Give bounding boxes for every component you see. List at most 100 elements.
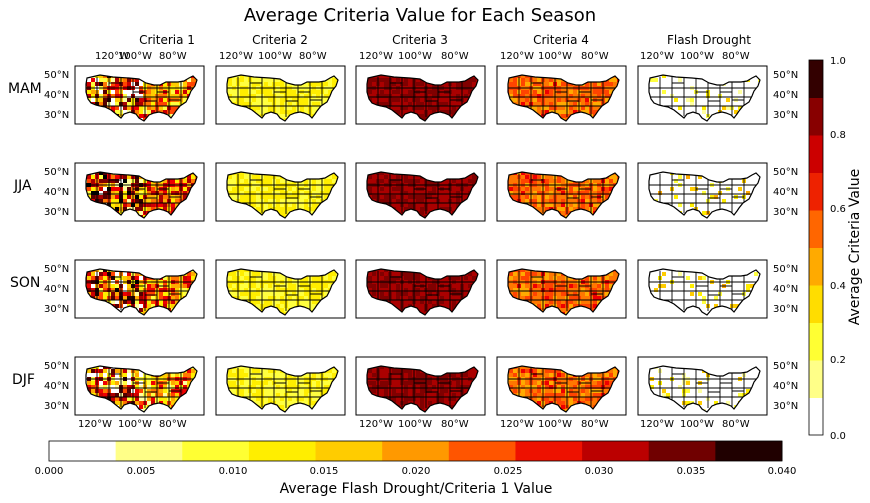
map-cell (674, 272, 678, 276)
map-cell (513, 98, 517, 102)
map-cell (698, 175, 702, 179)
column-header: Criteria 1 (139, 33, 195, 47)
map-cell (187, 276, 191, 280)
map-cell (408, 175, 412, 179)
map-cell (678, 288, 682, 292)
map-cell (698, 191, 702, 195)
map-cell (99, 385, 103, 389)
map-cell (396, 203, 400, 207)
map-cell (561, 203, 565, 207)
map-cell (288, 304, 292, 308)
map-cell (525, 195, 529, 199)
map-cell (593, 296, 597, 300)
map-cell (115, 106, 119, 110)
map-cell (710, 106, 714, 110)
map-cell (99, 195, 103, 199)
map-cell (702, 276, 706, 280)
map-cell (111, 272, 115, 276)
map-cell (396, 207, 400, 211)
map-cell (444, 296, 448, 300)
map-cell (702, 211, 706, 215)
map-cell (468, 175, 472, 179)
map-cell (521, 102, 525, 106)
map-cell (115, 175, 119, 179)
map-cell (533, 203, 537, 207)
us-outline (85, 74, 198, 122)
map-cell (99, 292, 103, 296)
map-cell (662, 94, 666, 98)
map-cell (698, 288, 702, 292)
map-cell (151, 292, 155, 296)
map-cell (171, 373, 175, 377)
map-cell (111, 276, 115, 280)
map-cell (734, 199, 738, 203)
map-cell (404, 304, 408, 308)
map-cell (678, 300, 682, 304)
map-cell (444, 276, 448, 280)
map-cell (127, 272, 131, 276)
map-cell (662, 78, 666, 82)
map-cell (244, 172, 248, 175)
map-cell (159, 397, 163, 401)
map-cell (280, 276, 284, 280)
map-cell (123, 78, 127, 82)
map-cell (509, 272, 513, 276)
map-cell (87, 187, 91, 191)
map-cell (175, 179, 179, 183)
map-cell (698, 110, 702, 114)
map-cell (666, 272, 670, 276)
map-cell (103, 175, 107, 179)
map-cell (654, 272, 658, 276)
map-cell (549, 106, 553, 110)
row-labels: MAM JJA SON DJF (8, 81, 42, 388)
map-cell (115, 207, 119, 211)
map-cell (513, 292, 517, 296)
map-cell (187, 175, 191, 179)
map-cell (581, 199, 585, 203)
map-cell (87, 90, 91, 94)
map-cell (452, 94, 456, 98)
map-cell (509, 94, 513, 98)
map-cell (135, 397, 139, 401)
map-cell (276, 98, 280, 102)
map-cell (300, 300, 304, 304)
map-cell (372, 94, 376, 98)
map-cell (734, 288, 738, 292)
map-cell (232, 94, 236, 98)
us-outline (85, 171, 198, 219)
map-cell (710, 90, 714, 94)
map-cell (304, 296, 308, 300)
map-cell (428, 187, 432, 191)
map-cell (666, 90, 670, 94)
map-cell (746, 187, 750, 191)
map-cell (304, 300, 308, 304)
map-cell (690, 296, 694, 300)
map-cell (95, 75, 99, 78)
map-cell (236, 366, 240, 369)
map-cell (256, 373, 260, 377)
map-cell (316, 187, 320, 191)
map-cell (537, 175, 541, 179)
map-cell (163, 292, 167, 296)
map-panel-frame (496, 162, 627, 222)
map-cell (605, 179, 609, 183)
map-cell (432, 195, 436, 199)
map-cell (722, 106, 726, 110)
map-panel (215, 162, 346, 222)
map-cell (175, 191, 179, 195)
map-cell (690, 195, 694, 199)
map-cell (127, 98, 131, 102)
map-cell (726, 203, 730, 207)
map-cell (549, 191, 553, 195)
map-cell (244, 75, 248, 78)
map-cell (111, 373, 115, 377)
map-cell (256, 98, 260, 102)
map-cell (99, 78, 103, 82)
map-cell (464, 179, 468, 183)
map-cell (666, 94, 670, 98)
map-cell (525, 296, 529, 300)
map-cell (557, 82, 561, 86)
map-cell (428, 207, 432, 211)
map-cell (175, 288, 179, 292)
us-outline (507, 171, 620, 219)
